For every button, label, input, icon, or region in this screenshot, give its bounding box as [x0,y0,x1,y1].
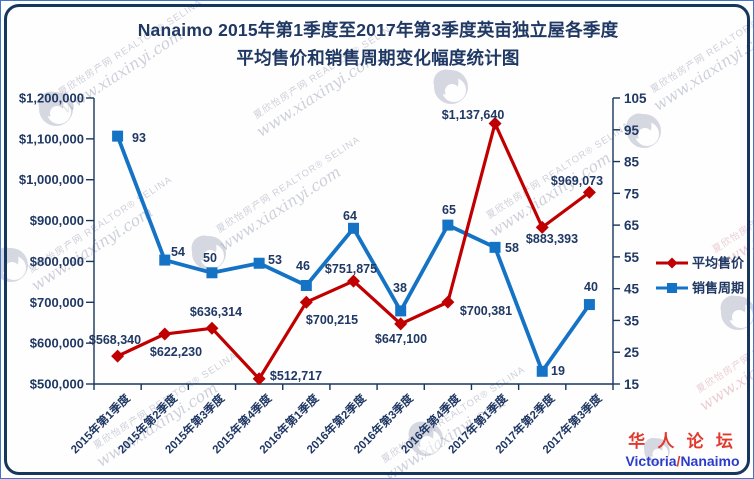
y-axis-left-tick-label: $700,000 [30,295,84,310]
svg-text:夏欣怡房产网 REALTOR® SELINA: 夏欣怡房产网 REALTOR® SELINA [484,119,632,221]
forum-stamp: 华 人 论 坛 Victoria/Nanaimo [620,431,745,470]
price-point-label: $568,340 [89,333,141,347]
cycle-point-marker [206,267,218,279]
y-axis-right-tick-label: 105 [624,91,647,106]
watermark-logo-icon [1,247,28,282]
cycle-point-marker [583,299,595,311]
watermark-logo-icon [191,235,226,270]
cycle-point-label: 46 [296,259,310,273]
watermark-logo-icon [38,91,73,126]
cycle-point-marker [395,305,407,317]
cycle-point-label: 58 [505,241,519,255]
cycle-point-marker [489,241,501,253]
y-axis-left-tick-label: $800,000 [30,254,84,269]
y-axis-right-tick-label: 85 [624,155,640,170]
y-axis-left-tick-label: $1,100,000 [19,131,84,146]
y-axis-left-tick-label: $900,000 [30,213,84,228]
stamp-city-nanaimo: Nanaimo [680,452,740,469]
price-point-label: $751,875 [325,262,377,276]
y-axis-right-tick-label: 95 [624,123,640,138]
watermark-logo-icon [433,69,468,104]
cycle-point-label: 54 [171,245,185,259]
cycle-point-label: 19 [551,364,565,378]
y-axis-right-tick-label: 15 [624,377,640,392]
legend-diamond-marker-icon [666,257,678,269]
watermark-logo-icon [720,295,753,330]
legend-square-marker-icon [667,283,677,293]
price-point-marker [488,116,502,130]
price-point-marker [205,321,219,335]
y-axis-right-tick-label: 55 [624,250,640,265]
cycle-point-marker [253,257,265,269]
price-series: $568,340 $622,230 $636,314 $512,717 $700,215… [89,108,603,386]
cycle-point-label: 40 [584,280,598,294]
cycle-series: 93 54 50 53 46 64 38 65 58 19 40 [112,130,598,378]
cycle-point-marker [112,130,124,142]
legend-item-cycle: 销售周期 [656,281,744,296]
cycle-point-marker [348,222,359,234]
chart-title: Nanaimo 2015年第1季度至2017年第3季度英亩独立屋各季度 平均售价… [1,16,753,72]
price-point-label: $1,137,640 [442,108,505,122]
y-axis-right-tick-label: 45 [624,282,640,297]
price-point-marker [347,274,360,288]
cycle-point-label: 93 [132,131,146,145]
cycle-point-label: 64 [343,209,357,223]
cycle-point-label: 65 [442,203,456,217]
forum-stamp-chinese: 华 人 论 坛 [628,432,737,452]
cycle-point-label: 53 [268,253,282,267]
price-point-marker [441,295,455,309]
watermark-logo-icon [408,421,443,456]
svg-text:夏欣怡房产网 REALTOR® SELINA: 夏欣怡房产网 REALTOR® SELINA [214,133,362,235]
price-point-label: $647,100 [375,332,427,346]
forum-stamp-english: Victoria/Nanaimo [620,453,745,471]
chart-title-line1: Nanaimo 2015年第1季度至2017年第3季度英亩独立屋各季度 [137,20,619,40]
y-axis-left-tick-label: $500,000 [30,377,84,392]
price-point-marker [252,372,266,386]
cycle-point-label: 50 [203,251,217,265]
price-point-label: $969,073 [551,174,603,188]
price-point-label: $883,393 [526,232,578,246]
price-point-label: $512,717 [270,369,322,383]
chart-title-line2: 平均售价和销售周期变化幅度统计图 [236,48,520,68]
watermark-logo-icon [643,437,670,464]
price-point-label: $622,230 [150,345,202,359]
watermark-logo-icon [626,113,661,148]
cycle-point-label: 38 [393,281,407,295]
price-point-marker [535,220,549,234]
legend-item-price: 平均售价 [656,256,745,271]
svg-text:www.xiaxinyi.com: www.xiaxinyi.com [216,163,344,255]
y-axis-right-tick-label: 75 [624,186,640,201]
cycle-point-marker [536,365,548,377]
y-axis-right-tick-label: 35 [624,313,640,328]
price-point-marker [299,295,313,309]
axes [93,98,614,390]
price-point-marker [582,185,596,199]
price-point-label: $636,314 [190,305,242,319]
price-point-label: $700,215 [306,313,358,327]
legend-label: 平均售价 [692,256,745,271]
price-point-marker [111,349,125,363]
y-axis-right-tick-label: 25 [624,345,640,360]
y-axis-right-tick-label: 65 [624,218,640,233]
stamp-separator: / [676,452,681,469]
stamp-city-victoria: Victoria [625,452,677,469]
cycle-point-marker [300,279,312,291]
y-axis-left-tick-label: $1,000,000 [19,172,84,187]
y-axis-left-tick-label: $1,200,000 [19,91,84,106]
svg-text:www.xiaxinyi.com: www.xiaxinyi.com [486,149,614,241]
legend-label: 销售周期 [692,281,744,296]
price-point-marker [158,327,172,341]
cycle-point-marker [442,219,454,231]
cycle-point-marker [159,254,171,266]
price-point-marker [394,317,408,331]
price-point-label: $700,381 [460,304,512,318]
y-axis-left-tick-label: $600,000 [30,336,84,351]
